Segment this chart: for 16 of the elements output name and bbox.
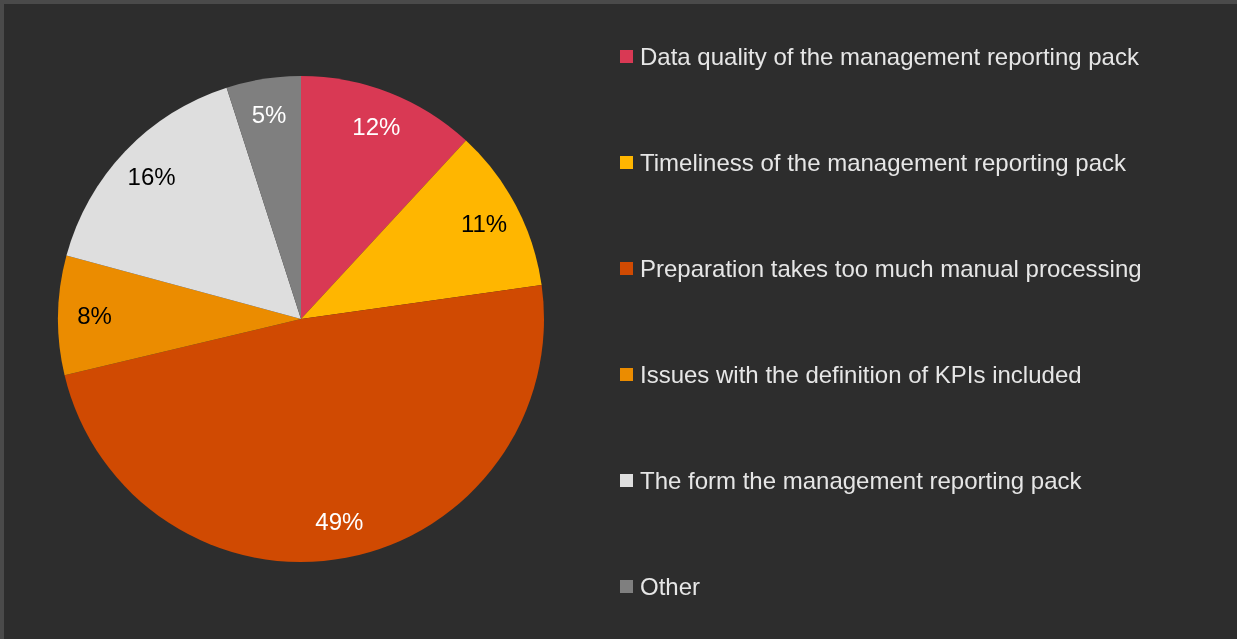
legend-label: The form the management reporting pack [640,467,1083,495]
data-label: 16% [127,162,176,190]
legend-label: Other [640,573,701,601]
data-label: 12% [352,113,401,141]
pie-slice [64,285,544,562]
pie-slice [226,76,301,319]
legend-label: Data quality of the management reporting pack [640,43,1140,71]
legend-label: Timeliness of the management reporting pack [640,149,1128,177]
pie-slice [301,140,542,319]
pie-slice [58,255,301,376]
legend-label: Issues with the definition of KPIs included [640,361,1082,389]
data-label: 11% [460,209,508,237]
data-label: 49% [315,508,364,536]
legend-label: Preparation takes too much manual processing [640,255,1142,283]
data-label: 5% [251,101,287,129]
data-label: 8% [77,302,112,330]
